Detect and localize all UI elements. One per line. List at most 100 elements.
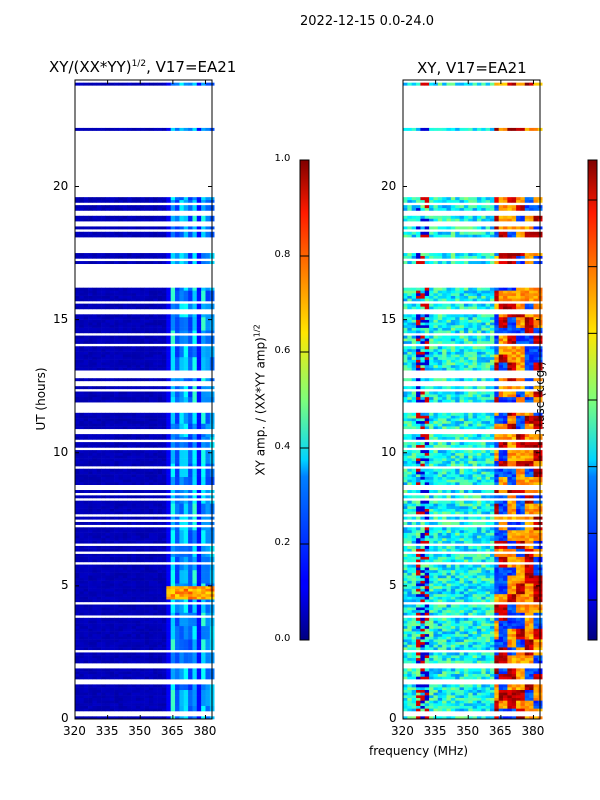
heatmap-cell xyxy=(148,207,154,211)
heatmap-cell xyxy=(148,657,154,661)
heatmap-cell xyxy=(411,705,417,709)
heatmap-cell xyxy=(105,607,111,611)
x-tick-label: 320 xyxy=(63,724,86,738)
heatmap-cell xyxy=(153,327,158,331)
heatmap-cell xyxy=(192,553,198,557)
heatmap-cell xyxy=(166,697,171,701)
heatmap-cell xyxy=(131,599,137,603)
heatmap-cell xyxy=(122,303,128,307)
heatmap-cell xyxy=(96,676,102,680)
heatmap-cell xyxy=(127,695,132,698)
heatmap-cell xyxy=(148,655,154,659)
heatmap-cell xyxy=(192,452,198,456)
heatmap-cell xyxy=(196,700,202,704)
heatmap-cell xyxy=(144,703,150,706)
heatmap-cell xyxy=(196,306,202,310)
heatmap-cell xyxy=(118,476,124,480)
heatmap-cell xyxy=(109,351,115,355)
heatmap-cell xyxy=(494,655,499,659)
heatmap-cell xyxy=(105,82,111,86)
heatmap-cell xyxy=(157,535,163,539)
heatmap-cell xyxy=(118,692,124,696)
heatmap-cell xyxy=(520,660,526,664)
heatmap-cell xyxy=(79,490,84,493)
heatmap-cell xyxy=(179,324,185,328)
heatmap-cell xyxy=(503,660,508,664)
heatmap-cell xyxy=(416,676,421,680)
heatmap-cell xyxy=(166,468,171,472)
heatmap-cell xyxy=(183,657,189,661)
heatmap-cell xyxy=(161,676,167,680)
heatmap-cell xyxy=(161,668,167,672)
heatmap-cell xyxy=(166,218,171,222)
heatmap-cell xyxy=(476,687,482,691)
heatmap-cell xyxy=(88,516,93,520)
heatmap-cell xyxy=(131,506,137,509)
heatmap-cell xyxy=(196,559,202,563)
heatmap-cell xyxy=(166,434,171,438)
heatmap-cell xyxy=(83,418,89,422)
heatmap-cell xyxy=(140,364,145,368)
heatmap-cell xyxy=(161,295,167,299)
heatmap-cell xyxy=(79,458,84,462)
heatmap-cell xyxy=(179,378,185,382)
heatmap-cell xyxy=(88,415,93,419)
heatmap-cell xyxy=(109,506,115,509)
heatmap-cell xyxy=(205,226,211,230)
heatmap-cell xyxy=(144,356,150,360)
heatmap-cell xyxy=(201,567,206,571)
heatmap-cell xyxy=(131,535,137,539)
heatmap-cell xyxy=(122,490,128,493)
heatmap-cell xyxy=(105,537,111,541)
heatmap-cell xyxy=(148,319,154,323)
heatmap-cell xyxy=(96,545,102,549)
heatmap-cell xyxy=(83,716,89,720)
heatmap-cell xyxy=(157,577,163,581)
heatmap-cell xyxy=(144,394,150,398)
heatmap-cell xyxy=(183,620,189,624)
heatmap-cell xyxy=(122,452,128,456)
heatmap-cell xyxy=(175,364,180,368)
heatmap-cell xyxy=(122,338,128,342)
heatmap-cell xyxy=(205,471,211,475)
heatmap-cell xyxy=(148,460,154,464)
heatmap-cell xyxy=(75,458,80,462)
heatmap-cell xyxy=(114,127,119,131)
heatmap-cell xyxy=(183,508,189,512)
heatmap-cell xyxy=(135,463,141,467)
heatmap-cell xyxy=(170,386,176,390)
heatmap-cell xyxy=(122,676,128,680)
heatmap-cell xyxy=(92,633,98,637)
heatmap-cell xyxy=(192,633,198,637)
heatmap-cell xyxy=(148,564,154,568)
heatmap-cell xyxy=(101,705,106,709)
heatmap-cell xyxy=(161,684,167,688)
heatmap-cell xyxy=(148,82,154,86)
heatmap-cell xyxy=(188,625,193,629)
heatmap-cell xyxy=(114,689,119,693)
heatmap-cell xyxy=(135,703,141,706)
heatmap-cell xyxy=(131,423,137,427)
heatmap-cell xyxy=(170,620,176,624)
heatmap-cell xyxy=(101,127,106,131)
heatmap-cell xyxy=(118,412,124,416)
heatmap-cell xyxy=(131,545,137,549)
heatmap-cell xyxy=(205,495,211,499)
heatmap-cell xyxy=(109,529,115,533)
heatmap-cell xyxy=(88,583,93,587)
heatmap-cell xyxy=(175,657,180,661)
heatmap-cell xyxy=(533,687,539,691)
heatmap-cell xyxy=(127,535,132,539)
heatmap-cell xyxy=(79,436,84,440)
heatmap-cell xyxy=(83,348,89,352)
heatmap-cell xyxy=(516,695,521,698)
heatmap-cell xyxy=(109,295,115,299)
heatmap-cell xyxy=(205,463,211,467)
heatmap-cell xyxy=(96,314,102,318)
heatmap-cell xyxy=(205,215,211,219)
heatmap-cell xyxy=(148,218,154,222)
heatmap-cell xyxy=(489,705,495,709)
heatmap-cell xyxy=(196,508,202,512)
heatmap-cell xyxy=(75,684,80,688)
heatmap-cell xyxy=(105,641,111,645)
